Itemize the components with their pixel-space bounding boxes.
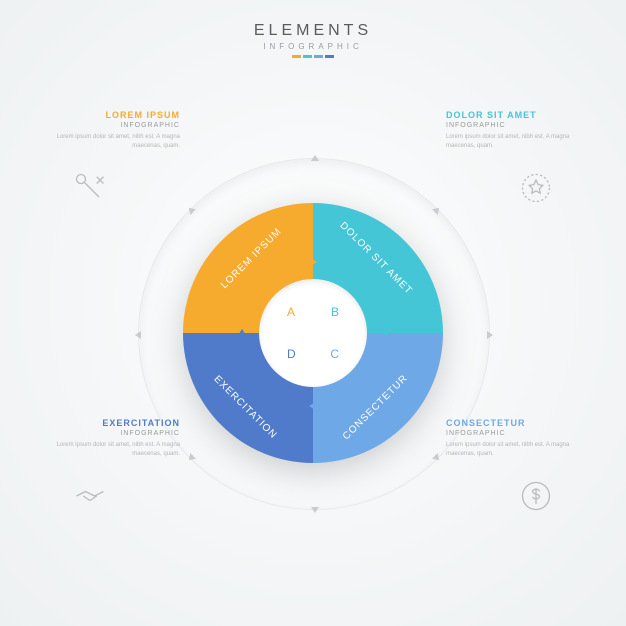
callout-body: Lorem ipsum dolor sit amet, nibh est. A … — [446, 441, 596, 459]
hub-letter-d: D — [287, 347, 296, 361]
tick-arrow-icon — [487, 331, 493, 339]
header: ELEMENTS INFOGRAPHIC — [0, 22, 626, 58]
hub-letter-b: B — [331, 305, 339, 319]
hub-letter-c: C — [330, 347, 339, 361]
tick-arrow-icon — [186, 205, 196, 215]
callout-body: Lorem ipsum dolor sit amet, nibh est. A … — [30, 133, 180, 151]
callout-tl: LOREM IPSUM INFOGRAPHIC Lorem ipsum dolo… — [30, 110, 180, 151]
tick-arrow-icon — [186, 453, 196, 463]
accent-bar — [303, 55, 312, 58]
callout-title: EXERCITATION — [30, 418, 180, 428]
callout-subtitle: INFOGRAPHIC — [446, 122, 596, 129]
tick-arrow-icon — [311, 155, 319, 161]
cycle-arrow-icon — [381, 329, 391, 337]
callout-title: LOREM IPSUM — [30, 110, 180, 120]
callout-subtitle: INFOGRAPHIC — [446, 430, 596, 437]
cycle-arrow-icon — [309, 257, 317, 267]
header-accent-bars — [0, 55, 626, 58]
tick-arrow-icon — [432, 205, 442, 215]
callout-subtitle: INFOGRAPHIC — [30, 122, 180, 129]
callout-br: CONSECTETUR INFOGRAPHIC Lorem ipsum dolo… — [446, 418, 596, 459]
hub-letter-a: A — [287, 305, 295, 319]
accent-bar — [292, 55, 301, 58]
accent-bar — [325, 55, 334, 58]
tools-icon — [72, 170, 108, 206]
star-icon — [518, 170, 554, 206]
donut-chart: LOREM IPSUM DOLOR SIT AMET CONSECTETUR E… — [183, 203, 443, 463]
infographic-canvas: ELEMENTS INFOGRAPHIC LOREM IPSUM DOLOR S… — [0, 0, 626, 626]
header-title: ELEMENTS — [0, 22, 626, 40]
handshake-icon — [72, 478, 108, 514]
cycle-arrow-icon — [309, 401, 317, 411]
callout-title: CONSECTETUR — [446, 418, 596, 428]
tick-arrow-icon — [432, 453, 442, 463]
accent-bar — [314, 55, 323, 58]
dollar-icon — [518, 478, 554, 514]
donut-hub: A B C D — [259, 279, 367, 387]
tick-arrow-icon — [311, 507, 319, 513]
callout-subtitle: INFOGRAPHIC — [30, 430, 180, 437]
header-subtitle: INFOGRAPHIC — [0, 42, 626, 51]
callout-body: Lorem ipsum dolor sit amet, nibh est. A … — [446, 133, 596, 151]
callout-tr: DOLOR SIT AMET INFOGRAPHIC Lorem ipsum d… — [446, 110, 596, 151]
callout-body: Lorem ipsum dolor sit amet, nibh est. A … — [30, 441, 180, 459]
callout-title: DOLOR SIT AMET — [446, 110, 596, 120]
cycle-arrow-icon — [237, 329, 247, 337]
tick-arrow-icon — [135, 331, 141, 339]
callout-bl: EXERCITATION INFOGRAPHIC Lorem ipsum dol… — [30, 418, 180, 459]
